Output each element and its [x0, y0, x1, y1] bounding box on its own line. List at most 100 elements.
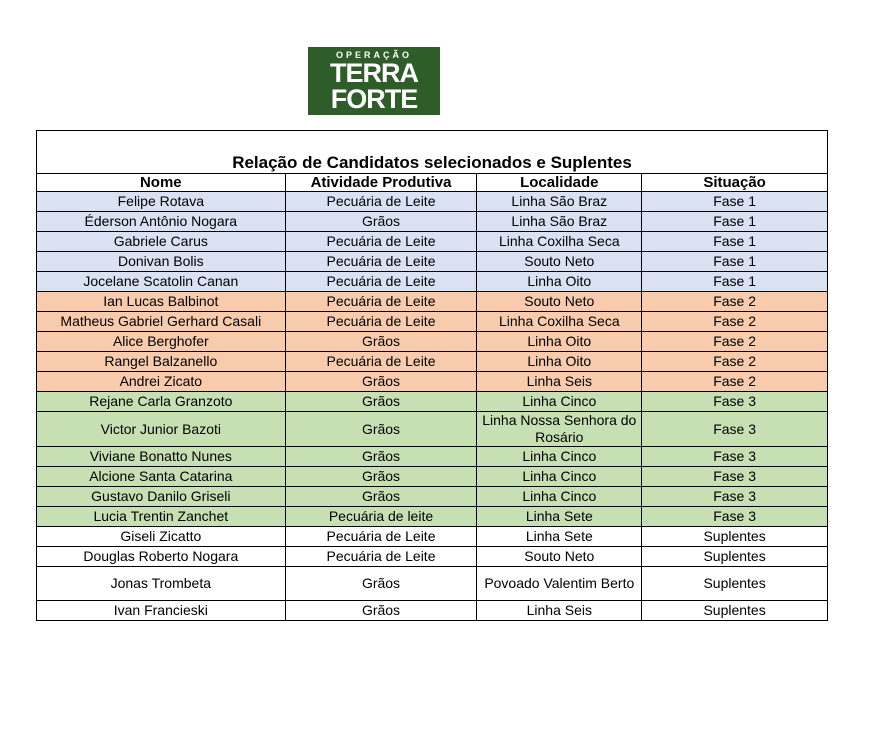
table-cell: Linha Sete — [476, 526, 643, 547]
table-cell: Suplentes — [641, 526, 828, 547]
table-cell: Grãos — [284, 466, 478, 487]
table-cell: Linha São Braz — [476, 211, 643, 232]
table-cell: Suplentes — [641, 600, 828, 621]
table-cell: Fase 1 — [641, 251, 828, 272]
table-cell: Grãos — [284, 371, 478, 392]
table-cell: Matheus Gabriel Gerhard Casali — [36, 311, 286, 332]
table-cell: Suplentes — [641, 566, 828, 601]
table-cell: Fase 1 — [641, 231, 828, 252]
table-cell: Pecuária de Leite — [284, 351, 478, 372]
table-row: Éderson Antônio Nogara Grãos Linha São Bra… — [36, 211, 828, 232]
table-cell: Grãos — [284, 331, 478, 352]
table-cell: Suplentes — [641, 546, 828, 567]
table-cell: Fase 1 — [641, 191, 828, 212]
header-cell: Nome — [36, 173, 286, 192]
table-cell: Pecuária de Leite — [284, 191, 478, 212]
table-cell: Linha Coxilha Seca — [476, 231, 643, 252]
table-cell: Douglas Roberto Nogara — [36, 546, 286, 567]
table-cell: Victor Junior Bazoti — [36, 411, 286, 447]
table-cell: Felipe Rotava — [36, 191, 286, 212]
table-cell: Grãos — [284, 486, 478, 507]
table-cell: Linha Cinco — [476, 391, 643, 412]
table-row: Alice Berghofer Grãos Linha Oito Fase 2 — [36, 331, 828, 352]
header-row: Nome Atividade Produtiva Localidade Situaçã… — [36, 173, 828, 192]
table-row: Lucia Trentin Zanchet Pecuária de leite Li… — [36, 506, 828, 527]
table-title: Relação de Candidatos selecionados e Sup… — [36, 130, 828, 174]
table-cell: Grãos — [284, 211, 478, 232]
table-cell: Pecuária de Leite — [284, 311, 478, 332]
table-cell: Souto Neto — [476, 291, 643, 312]
table-cell: Pecuária de Leite — [284, 291, 478, 312]
header-cell: Atividade Produtiva — [284, 173, 478, 192]
table-cell: Linha Sete — [476, 506, 643, 527]
table: Relação de Candidatos selecionados e Sup… — [36, 130, 828, 621]
table-row: Donivan Bolis Pecuária de Leite Souto Neto… — [36, 251, 828, 272]
logo-line: FORTE — [330, 84, 419, 114]
table-row: Gabriele Carus Pecuária de Leite Linha Cox… — [36, 231, 828, 252]
header-cell: Situação — [641, 173, 828, 192]
table-cell: Fase 2 — [641, 311, 828, 332]
table-row: Douglas Roberto Nogara Pecuária de Leite S… — [36, 546, 828, 567]
table-cell: Fase 3 — [641, 506, 828, 527]
table-row: Ivan Francieski Grãos Linha Seis Suplentes — [36, 600, 828, 621]
table-cell: Linha Oito — [476, 271, 643, 292]
table-cell: Jocelane Scatolin Canan — [36, 271, 286, 292]
table-cell: Linha Cinco — [476, 486, 643, 507]
table-cell: Fase 3 — [641, 391, 828, 412]
table-cell: Fase 2 — [641, 331, 828, 352]
table-cell: Linha Cinco — [476, 466, 643, 487]
table-cell: Donivan Bolis — [36, 251, 286, 272]
table-row: Giseli Zicatto Pecuária de Leite Linha Set… — [36, 526, 828, 547]
table-cell: Grãos — [284, 411, 478, 447]
table-cell: Rejane Carla Granzoto — [36, 391, 286, 412]
table-cell: Viviane Bonatto Nunes — [36, 446, 286, 467]
table-cell: Linha Oito — [476, 351, 643, 372]
table-cell: Fase 1 — [641, 211, 828, 232]
table-cell: Grãos — [284, 566, 478, 601]
table-cell: Fase 3 — [641, 446, 828, 467]
table-cell: Pecuária de Leite — [284, 231, 478, 252]
table-cell: Linha Nossa Senhora do Rosário — [476, 411, 643, 447]
table-row: Viviane Bonatto Nunes Grãos Linha Cinco Fas… — [36, 446, 828, 467]
table-row: Ian Lucas Balbinot Pecuária de Leite Souto… — [36, 291, 828, 312]
table-cell: Souto Neto — [476, 546, 643, 567]
table-row: Matheus Gabriel Gerhard Casali Pecuária d… — [36, 311, 828, 332]
table-row: Jocelane Scatolin Canan Pecuária de Leite… — [36, 271, 828, 292]
table-cell: Linha São Braz — [476, 191, 643, 212]
table-cell: Andrei Zicato — [36, 371, 286, 392]
table-cell: Souto Neto — [476, 251, 643, 272]
table-cell: Fase 3 — [641, 466, 828, 487]
table-row: Rejane Carla Granzoto Grãos Linha Cinco Fas… — [36, 391, 828, 412]
table-cell: Gabriele Carus — [36, 231, 286, 252]
table-row: Andrei Zicato Grãos Linha Seis Fase 2 — [36, 371, 828, 392]
table-row: Jonas Trombeta Grãos Povoado Valentim Bert… — [36, 566, 828, 601]
table-cell: Linha Coxilha Seca — [476, 311, 643, 332]
header-cell: Localidade — [476, 173, 643, 192]
table-row: Alcione Santa Catarina Grãos Linha Cinco Fa… — [36, 466, 828, 487]
table-row: Rangel Balzanello Pecuária de Leite Linha … — [36, 351, 828, 372]
table-cell: Pecuária de Leite — [284, 546, 478, 567]
table-cell: Povoado Valentim Berto — [476, 566, 643, 601]
table-cell: Linha Cinco — [476, 446, 643, 467]
table-cell: Pecuária de Leite — [284, 251, 478, 272]
table-cell: Fase 3 — [641, 486, 828, 507]
table-cell: Fase 1 — [641, 271, 828, 292]
table-cell: Fase 2 — [641, 351, 828, 372]
table-row: Victor Junior Bazoti Grãos Linha Nossa Sen… — [36, 411, 828, 447]
logo: OPERAÇÃO TERRA FORTE — [308, 47, 440, 115]
table-cell: Lucia Trentin Zanchet — [36, 506, 286, 527]
table-cell: Fase 3 — [641, 411, 828, 447]
table-cell: Alice Berghofer — [36, 331, 286, 352]
table-cell: Pecuária de Leite — [284, 526, 478, 547]
logo-line: TERRA — [330, 58, 419, 88]
table-cell: Jonas Trombeta — [36, 566, 286, 601]
table-row: Gustavo Danilo Griseli Grãos Linha Cinco Fa… — [36, 486, 828, 507]
table-cell: Ian Lucas Balbinot — [36, 291, 286, 312]
table-cell: Éderson Antônio Nogara — [36, 211, 286, 232]
table-cell: Alcione Santa Catarina — [36, 466, 286, 487]
table-cell: Rangel Balzanello — [36, 351, 286, 372]
table-cell: Grãos — [284, 446, 478, 467]
table-row: Felipe Rotava Pecuária de Leite Linha São … — [36, 191, 828, 212]
table-cell: Linha Seis — [476, 600, 643, 621]
